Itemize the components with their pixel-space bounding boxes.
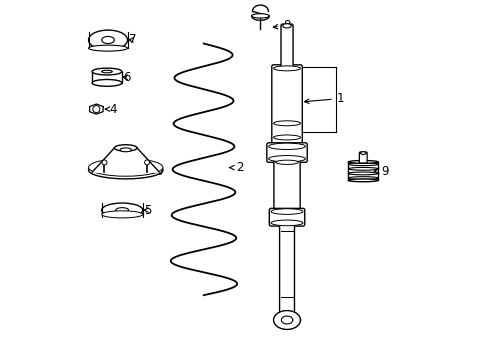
Circle shape bbox=[102, 160, 107, 165]
Ellipse shape bbox=[273, 135, 300, 140]
Ellipse shape bbox=[347, 161, 377, 163]
Circle shape bbox=[144, 160, 149, 165]
FancyBboxPatch shape bbox=[273, 159, 300, 212]
Ellipse shape bbox=[347, 167, 377, 170]
Ellipse shape bbox=[270, 209, 303, 215]
Ellipse shape bbox=[273, 121, 300, 126]
Ellipse shape bbox=[102, 211, 142, 218]
Ellipse shape bbox=[360, 152, 366, 154]
Text: 2: 2 bbox=[229, 161, 243, 174]
Ellipse shape bbox=[282, 24, 291, 28]
Text: 3: 3 bbox=[149, 165, 162, 177]
Ellipse shape bbox=[88, 30, 127, 50]
Ellipse shape bbox=[273, 311, 300, 329]
Ellipse shape bbox=[347, 179, 377, 182]
Ellipse shape bbox=[120, 148, 131, 152]
Circle shape bbox=[93, 105, 100, 113]
Ellipse shape bbox=[273, 66, 300, 71]
FancyBboxPatch shape bbox=[281, 24, 292, 68]
Text: 7: 7 bbox=[128, 33, 137, 46]
Ellipse shape bbox=[92, 80, 122, 86]
Polygon shape bbox=[89, 104, 103, 114]
Text: 8: 8 bbox=[273, 19, 289, 32]
Polygon shape bbox=[92, 148, 159, 172]
Ellipse shape bbox=[347, 177, 377, 179]
Ellipse shape bbox=[114, 145, 137, 151]
Ellipse shape bbox=[347, 172, 377, 175]
FancyBboxPatch shape bbox=[266, 143, 306, 162]
Polygon shape bbox=[251, 5, 269, 20]
Text: 9: 9 bbox=[374, 165, 387, 177]
Text: 4: 4 bbox=[105, 103, 116, 116]
FancyBboxPatch shape bbox=[279, 222, 294, 313]
Text: 1: 1 bbox=[304, 92, 344, 105]
Ellipse shape bbox=[275, 160, 298, 165]
Text: 5: 5 bbox=[144, 204, 152, 217]
Ellipse shape bbox=[88, 158, 163, 176]
Ellipse shape bbox=[268, 143, 305, 149]
Ellipse shape bbox=[102, 36, 114, 44]
Ellipse shape bbox=[88, 45, 127, 51]
FancyBboxPatch shape bbox=[359, 152, 366, 163]
Ellipse shape bbox=[268, 156, 305, 162]
Ellipse shape bbox=[92, 68, 122, 75]
FancyBboxPatch shape bbox=[269, 208, 304, 226]
Ellipse shape bbox=[347, 163, 377, 166]
Ellipse shape bbox=[270, 220, 303, 226]
Ellipse shape bbox=[88, 161, 163, 179]
FancyBboxPatch shape bbox=[271, 65, 302, 146]
Ellipse shape bbox=[251, 14, 269, 18]
Ellipse shape bbox=[116, 208, 128, 213]
Ellipse shape bbox=[102, 70, 112, 73]
Ellipse shape bbox=[102, 203, 142, 217]
Text: 6: 6 bbox=[123, 71, 130, 84]
